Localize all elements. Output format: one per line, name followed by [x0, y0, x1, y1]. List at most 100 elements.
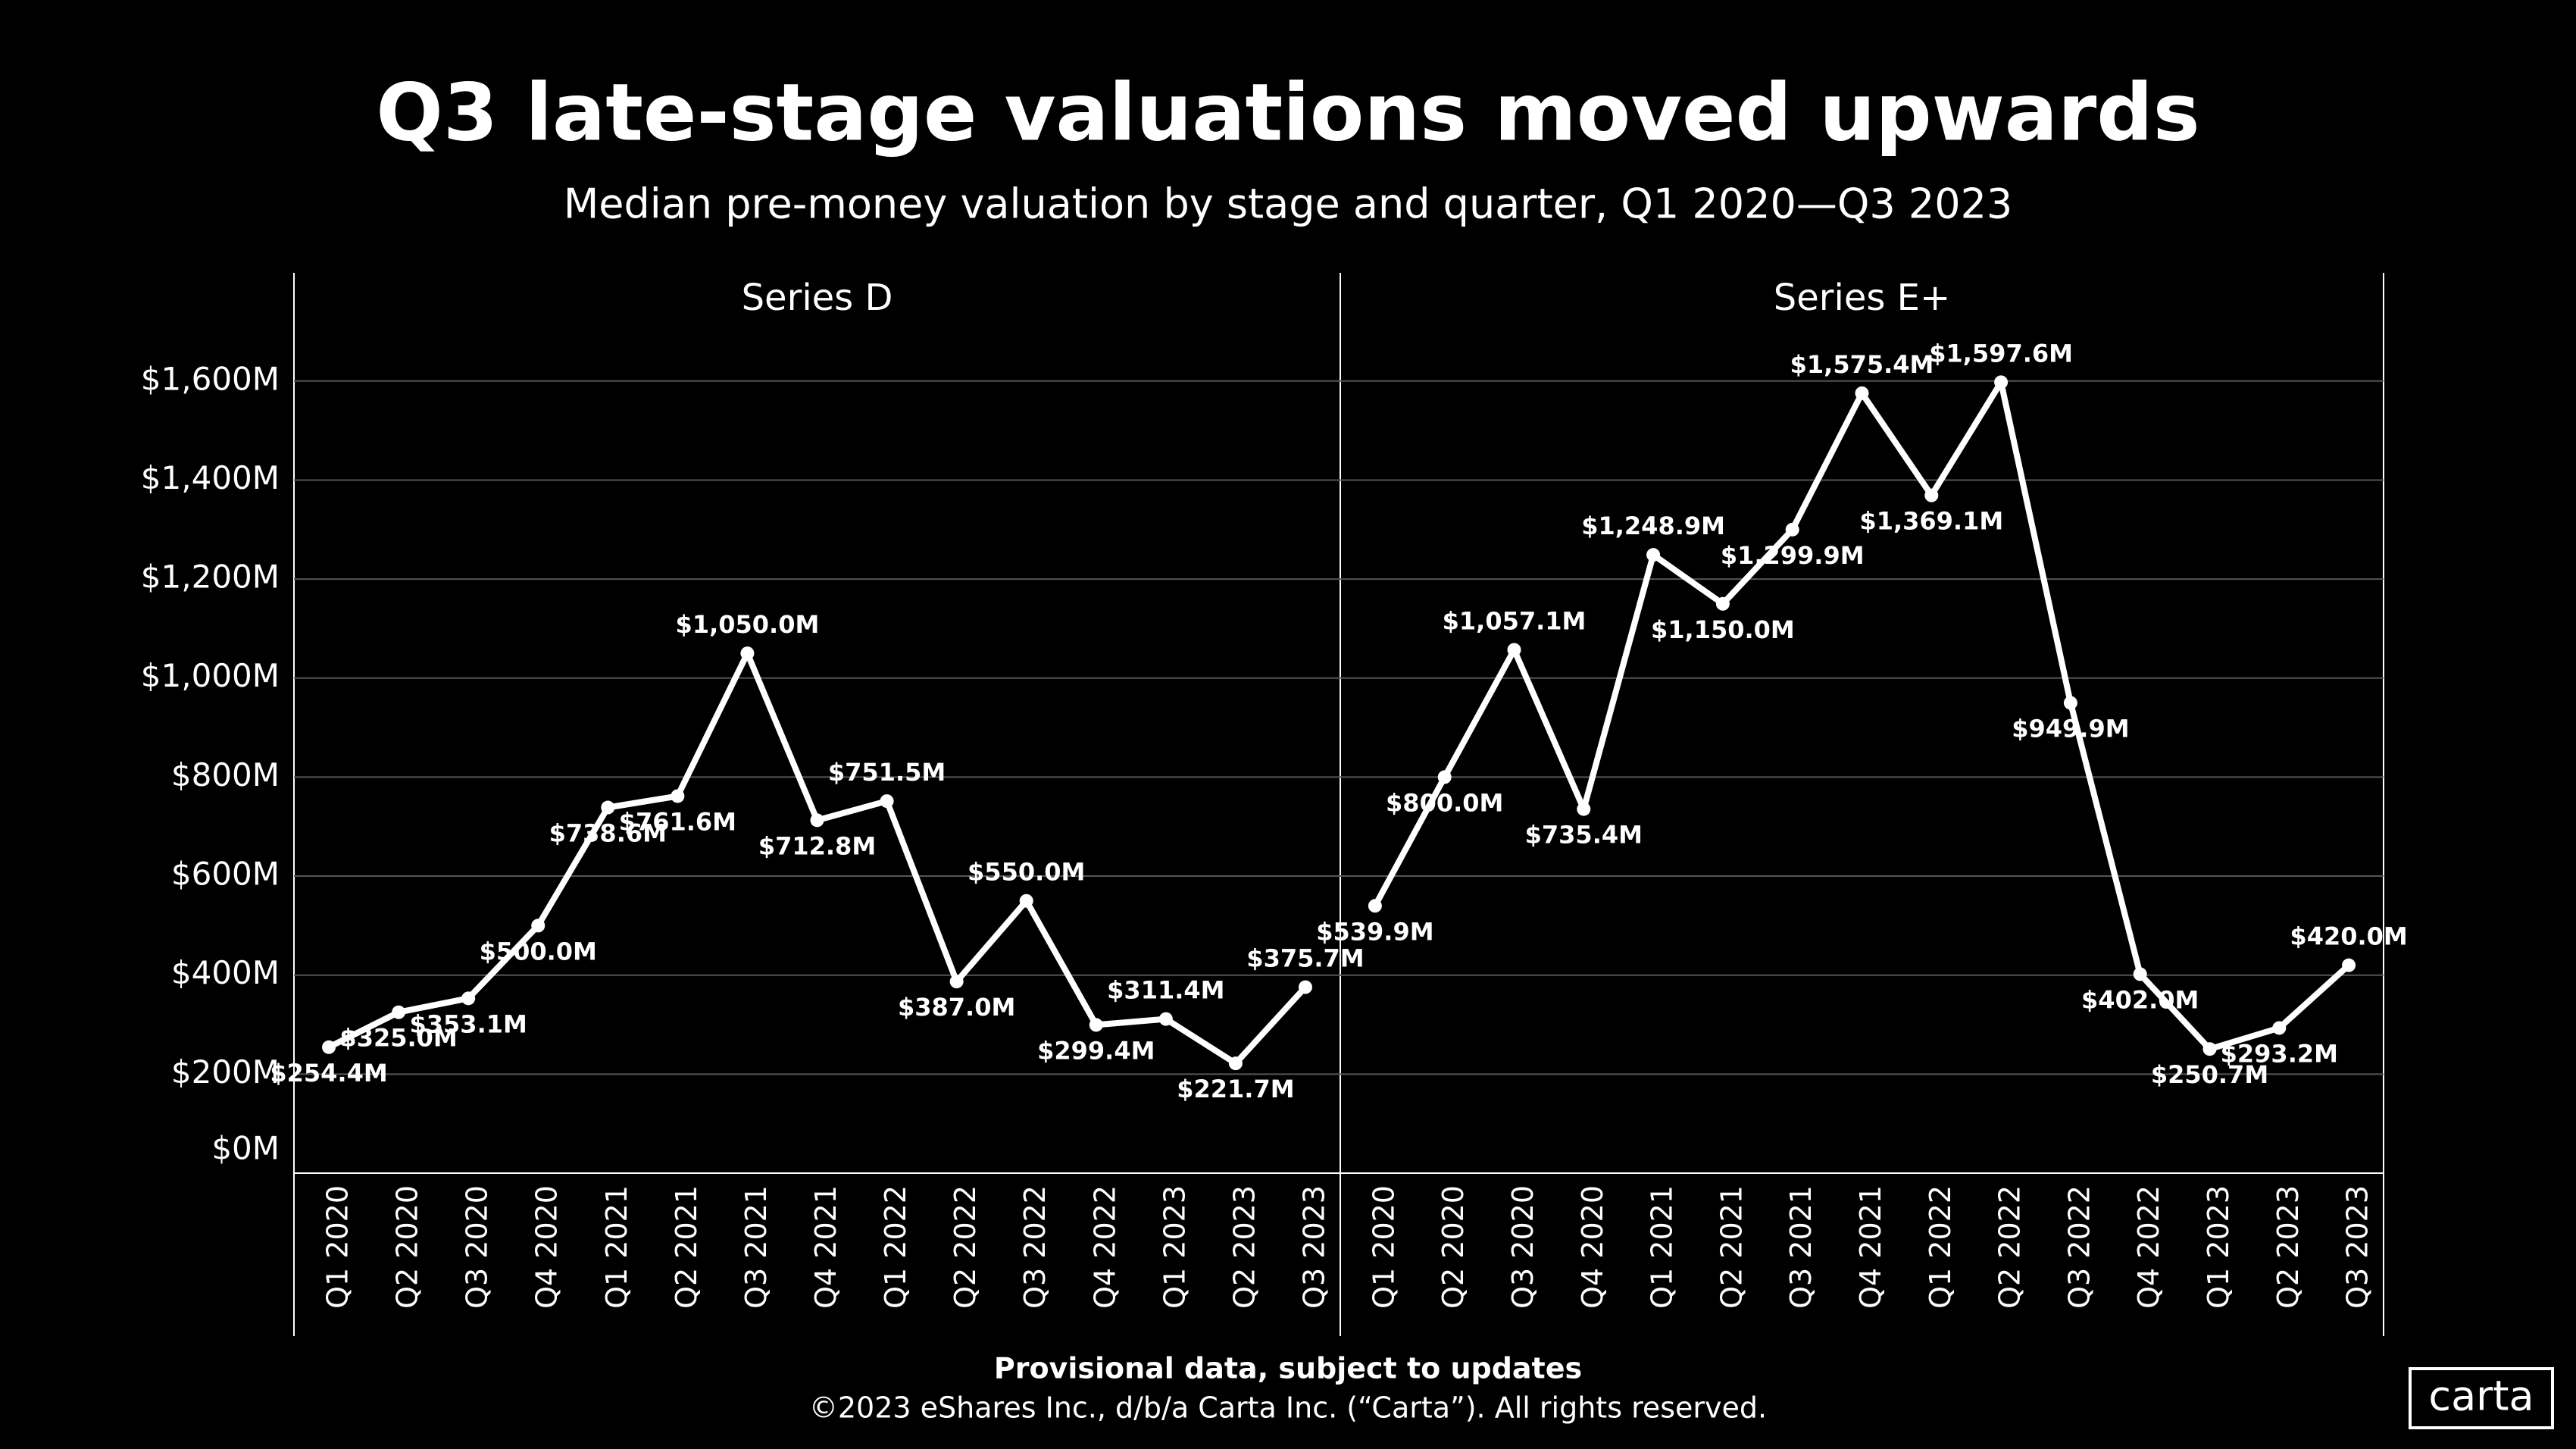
x-tick-label: Q2 2023	[2271, 1185, 2305, 1309]
point	[740, 646, 755, 661]
x-tick-label: Q4 2022	[2132, 1185, 2165, 1309]
title: Q3 late-stage valuations moved upwards	[376, 66, 2199, 158]
value-label: $1,597.6M	[1929, 339, 2073, 368]
value-label: $420.0M	[2290, 922, 2407, 951]
value-label: $375.7M	[1246, 944, 1364, 973]
value-label: $1,057.1M	[1443, 606, 1587, 635]
point	[1228, 1056, 1243, 1071]
value-label: $751.5M	[828, 758, 946, 787]
x-tick-label: Q4 2021	[809, 1185, 843, 1309]
point	[1507, 643, 1521, 657]
y-tick-label: $400M	[171, 954, 280, 991]
point	[1994, 375, 2009, 390]
value-label: $299.4M	[1037, 1036, 1155, 1065]
point	[810, 813, 824, 828]
y-tick-label: $600M	[171, 856, 280, 893]
value-label: $293.2M	[2221, 1039, 2338, 1068]
x-tick-label: Q1 2021	[600, 1185, 633, 1309]
point	[1089, 1018, 1103, 1032]
x-tick-label: Q1 2022	[879, 1185, 912, 1309]
x-tick-label: Q3 2021	[1784, 1185, 1818, 1309]
y-tick-label: $800M	[171, 756, 280, 793]
point	[601, 800, 615, 815]
point	[2133, 967, 2147, 981]
x-tick-label: Q3 2020	[461, 1185, 494, 1309]
value-label: $1,050.0M	[676, 610, 820, 639]
subtitle: Median pre-money valuation by stage and …	[564, 180, 2013, 228]
x-tick-label: Q1 2020	[1367, 1185, 1400, 1309]
point	[531, 919, 546, 933]
point	[671, 789, 685, 803]
point	[392, 1005, 406, 1019]
x-tick-label: Q1 2021	[1646, 1185, 1679, 1309]
point	[2202, 1042, 2217, 1056]
point	[322, 1040, 336, 1054]
panel-title: Series D	[742, 277, 893, 319]
value-label: $325.0M	[339, 1024, 457, 1053]
point	[1158, 1012, 1173, 1026]
point	[880, 794, 894, 809]
value-label: $761.6M	[619, 807, 736, 836]
value-label: $949.9M	[2012, 714, 2129, 743]
value-label: $1,299.9M	[1721, 541, 1865, 570]
value-label: $550.0M	[968, 858, 1085, 887]
point	[1577, 802, 1591, 816]
value-label: $221.7M	[1177, 1075, 1294, 1103]
point	[1715, 596, 1730, 611]
x-tick-label: Q2 2021	[1715, 1185, 1748, 1309]
x-tick-label: Q4 2020	[530, 1185, 564, 1309]
x-tick-label: Q4 2020	[1576, 1185, 1609, 1309]
value-label: $311.4M	[1107, 976, 1224, 1005]
y-tick-label: $200M	[171, 1053, 280, 1091]
x-tick-label: Q1 2023	[1158, 1185, 1191, 1309]
x-tick-label: Q2 2022	[949, 1185, 982, 1309]
value-label: $387.0M	[898, 993, 1015, 1022]
y-tick-label: $1,400M	[141, 459, 280, 496]
point	[1019, 893, 1033, 908]
x-tick-label: Q3 2021	[739, 1185, 773, 1309]
value-label: $1,150.0M	[1651, 615, 1795, 644]
x-tick-label: Q1 2020	[321, 1185, 355, 1309]
footer-note: Provisional data, subject to updates	[994, 1352, 1582, 1385]
value-label: $1,575.4M	[1790, 350, 1934, 379]
logo: carta	[2428, 1372, 2534, 1420]
x-tick-label: Q2 2020	[391, 1185, 424, 1309]
point	[1368, 899, 1382, 913]
point	[1855, 386, 1869, 400]
copyright: ©2023 eShares Inc., d/b/a Carta Inc. (“C…	[809, 1391, 1767, 1425]
x-tick-label: Q3 2022	[1018, 1185, 1052, 1309]
value-label: $712.8M	[758, 831, 876, 860]
point	[1298, 980, 1312, 994]
value-label: $1,369.1M	[1859, 507, 2003, 536]
panel-title: Series E+	[1774, 277, 1950, 319]
value-label: $250.7M	[2151, 1060, 2268, 1089]
y-tick-label: $1,600M	[141, 360, 280, 397]
line	[1372, 379, 2351, 1053]
x-tick-label: Q3 2020	[1506, 1185, 1540, 1309]
value-label: $735.4M	[1525, 821, 1643, 850]
logo-box	[2409, 1367, 2554, 1429]
value-label: $254.4M	[270, 1059, 387, 1088]
x-tick-label: Q1 2023	[2202, 1185, 2235, 1309]
x-tick-label: Q2 2022	[1993, 1185, 2027, 1309]
point	[2342, 958, 2356, 972]
point	[1785, 522, 1799, 537]
value-label: $353.1M	[410, 1009, 527, 1038]
x-tick-label: Q2 2020	[1436, 1185, 1470, 1309]
x-tick-label: Q2 2021	[670, 1185, 703, 1309]
value-label: $738.6M	[549, 819, 667, 848]
value-label: $402.0M	[2081, 985, 2199, 1014]
point	[1437, 770, 1452, 784]
x-tick-label: Q3 2022	[2062, 1185, 2096, 1309]
value-label: $800.0M	[1386, 788, 1503, 817]
x-tick-label: Q3 2023	[2341, 1185, 2374, 1309]
y-tick-label: $1,000M	[141, 657, 280, 694]
point	[1924, 488, 1939, 502]
point	[1646, 548, 1661, 562]
point	[2272, 1021, 2287, 1035]
y-tick-label: $0M	[211, 1130, 280, 1167]
x-tick-label: Q4 2021	[1854, 1185, 1887, 1309]
point	[461, 991, 476, 1006]
